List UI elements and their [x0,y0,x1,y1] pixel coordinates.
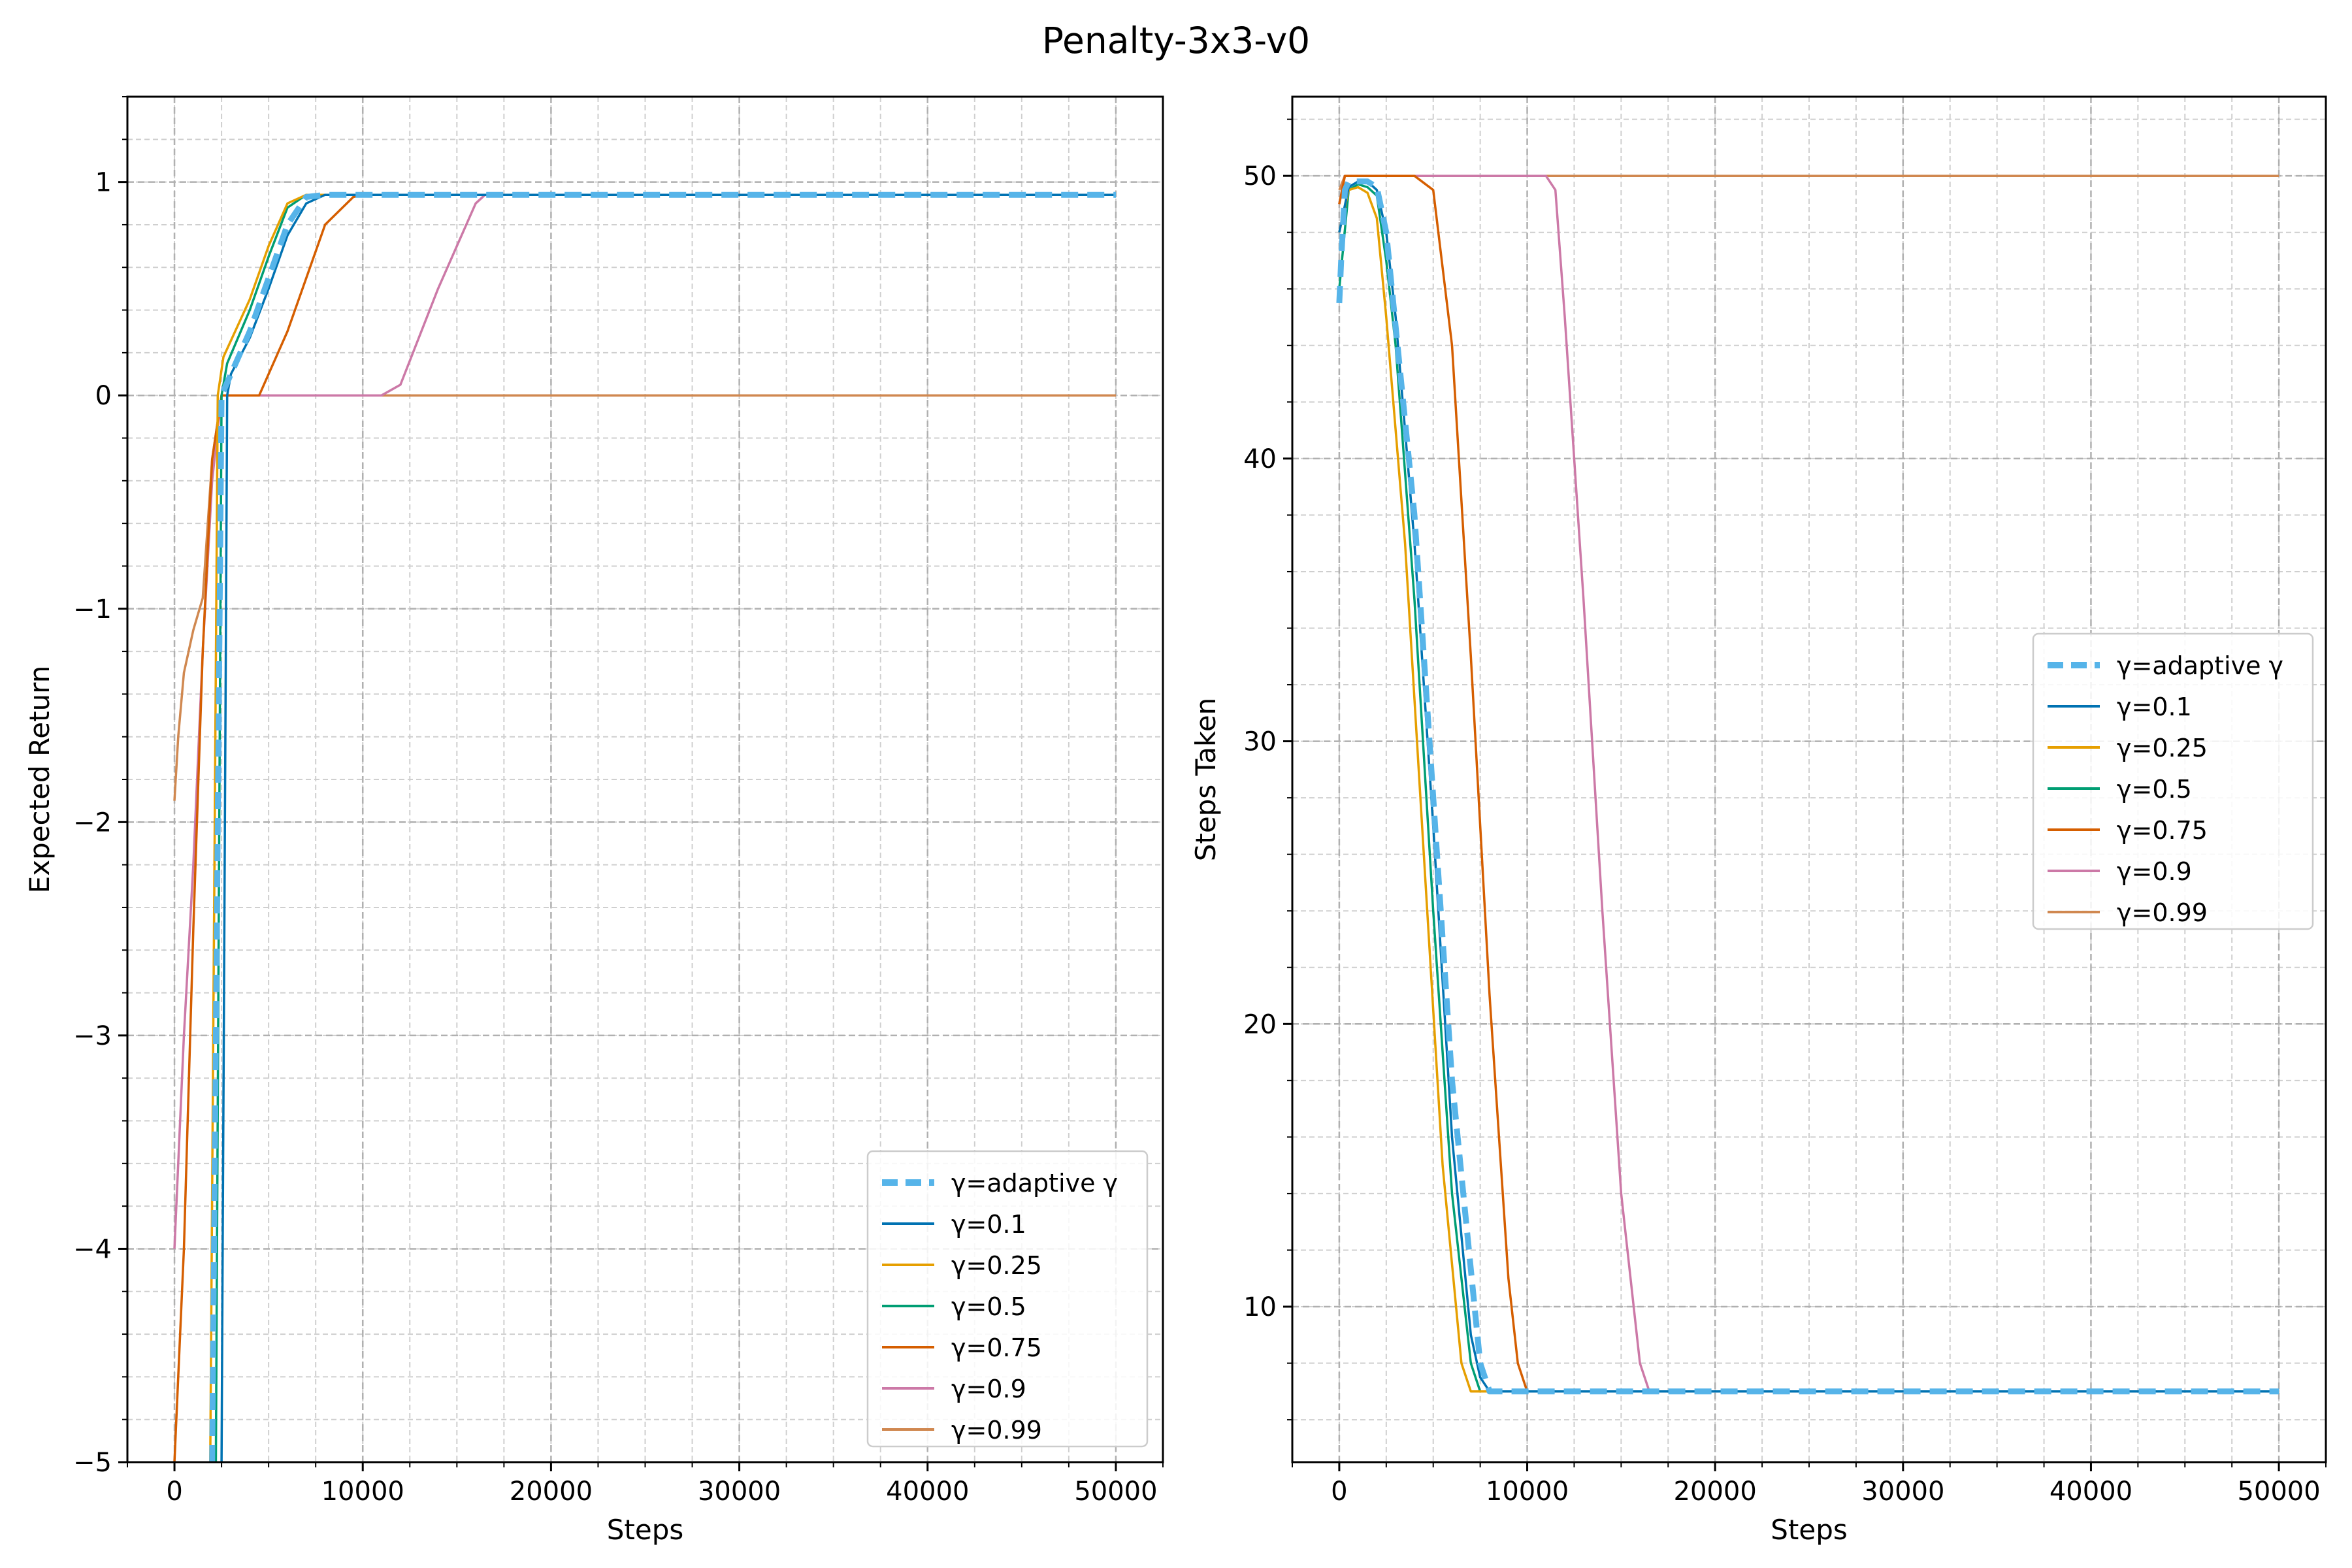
legend-label-adaptive: γ=adaptive γ [2117,651,2283,680]
legend-label-adaptive: γ=adaptive γ [951,1169,1118,1198]
x-tick-label: 30000 [698,1477,781,1507]
y-tick-label: 50 [1243,161,1277,191]
y-tick-label: 30 [1243,727,1277,757]
legend-label-0-25: γ=0.25 [2117,734,2208,762]
series-line-0-25 [1338,186,2279,1393]
x-tick-label: 10000 [1486,1477,1569,1507]
y-axis-label: Steps Taken [1190,698,1222,862]
legend-label-0-75: γ=0.75 [2117,816,2208,845]
x-tick-label: 10000 [321,1477,404,1507]
legend-label-0-1: γ=0.1 [951,1210,1026,1239]
y-axis-label: Expected Return [24,666,56,894]
series-line-0-75 [173,193,1116,1462]
series-line-adaptive [1336,178,2279,1395]
series-line-0-75 [1338,174,2279,1393]
legend-label-0-25: γ=0.25 [951,1251,1042,1280]
legend-label-0-5: γ=0.5 [2117,775,2192,804]
legend-label-0-99: γ=0.99 [2117,898,2208,927]
y-tick-label: −3 [73,1021,112,1051]
x-tick-label: 40000 [886,1477,969,1507]
y-tick-label: 40 [1243,444,1277,474]
y-tick-label: −4 [73,1234,112,1264]
legend-label-0-9: γ=0.9 [2117,857,2192,886]
y-tick-label: −1 [73,595,112,625]
x-tick-label: 50000 [2237,1477,2320,1507]
y-tick-label: 0 [95,381,112,411]
legend-label-0-9: γ=0.9 [951,1375,1026,1403]
x-axis-label: Steps [607,1514,684,1546]
x-tick-label: 20000 [510,1477,593,1507]
figure-title: Penalty-3x3-v0 [1041,20,1311,61]
x-tick-label: 20000 [1674,1477,1757,1507]
legend: γ=adaptive γ γ=0.1 γ=0.25 γ=0.5 γ=0.75 γ=0.9 γ… [2032,632,2314,930]
legend-box [2032,632,2314,930]
y-tick-label: 20 [1243,1009,1277,1039]
legend-box [866,1150,1149,1448]
x-axis-label: Steps [1771,1514,1848,1546]
legend-label-0-1: γ=0.1 [2117,693,2192,721]
chart-2: 0 10000 20000 30000 40000 50000 10 20 30 40 50 Step… [1190,95,2327,1546]
legend-label-0-75: γ=0.75 [951,1333,1042,1362]
series-group [173,191,1116,1462]
legend: γ=adaptive γ γ=0.1 γ=0.25 γ=0.5 γ=0.75 γ=0.9 γ… [866,1150,1149,1448]
y-tick-label: 10 [1243,1292,1277,1322]
x-tick-label: 0 [1331,1477,1347,1507]
x-tick-label: 30000 [1861,1477,1944,1507]
y-tick-label: 1 [95,168,112,198]
legend-label-0-5: γ=0.5 [951,1292,1026,1321]
chart-1: 0 10000 20000 30000 40000 50000 −5 −4 −3 −2 −1 0 1 St… [24,95,1164,1546]
series-line-adaptive [209,191,1116,1462]
series-group [1336,174,2279,1395]
y-tick-label: −5 [73,1448,112,1478]
series-line-0-9 [173,193,1116,1249]
legend-label-0-99: γ=0.99 [951,1416,1042,1445]
x-tick-label: 50000 [1074,1477,1157,1507]
y-tick-label: −2 [73,808,112,838]
x-tick-label: 40000 [2050,1477,2132,1507]
x-tick-label: 0 [166,1477,182,1507]
